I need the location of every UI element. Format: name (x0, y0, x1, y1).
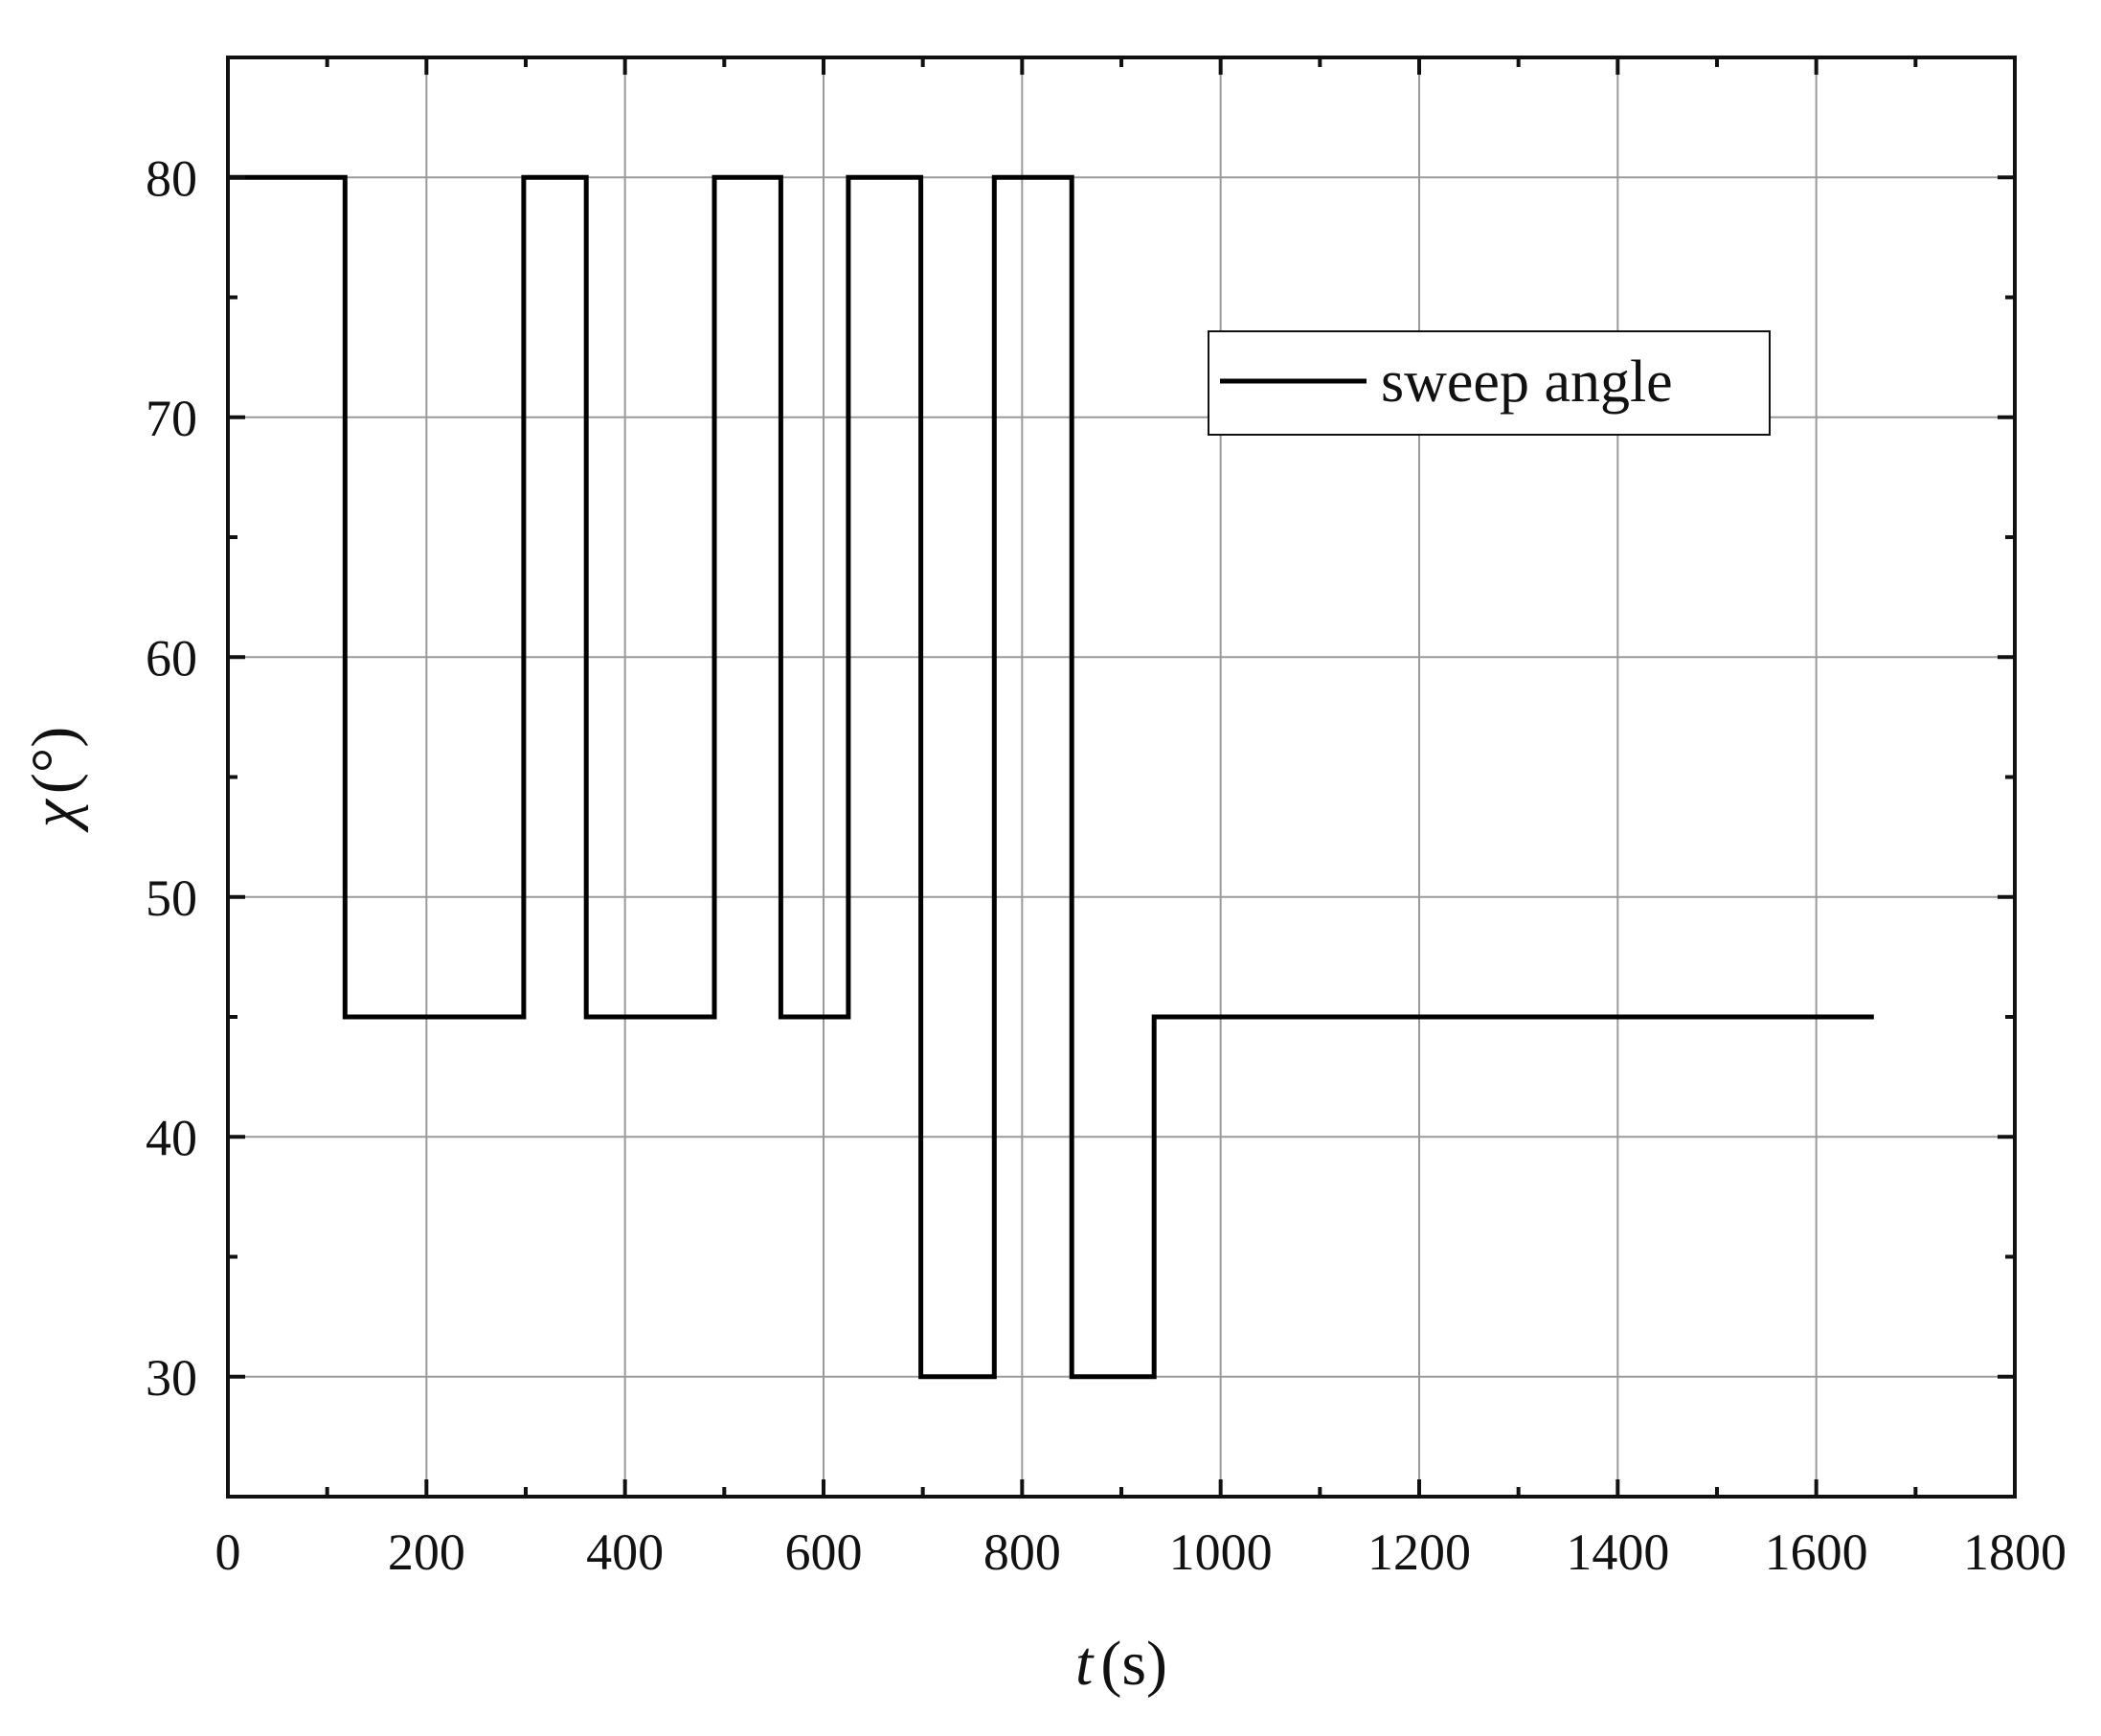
x-tick-label-1200: 1200 (1367, 1523, 1471, 1581)
legend-label-sweep-angle: sweep angle (1381, 349, 1673, 415)
tick-labels: 0 200 400 600 800 1000 1200 1400 1600 1800 30 40 50 6… (146, 149, 2067, 1581)
legend: sweep angle (1208, 330, 1771, 436)
x-axis-label: t (s) (1075, 1629, 1167, 1699)
x-tick-label-800: 800 (983, 1523, 1061, 1581)
series-line-0 (228, 174, 1874, 1380)
grid (228, 57, 2015, 1497)
y-tick-label-40: 40 (146, 1109, 197, 1166)
y-tick-label-30: 30 (146, 1349, 197, 1407)
y-tick-label-80: 80 (146, 149, 197, 207)
y-tick-label-60: 60 (146, 629, 197, 687)
ticks (226, 56, 2017, 1499)
x-tick-label-200: 200 (388, 1523, 465, 1581)
y-axis-label: χ(°) (19, 727, 89, 833)
x-tick-label-0: 0 (215, 1523, 241, 1581)
x-tick-label-1800: 1800 (1963, 1523, 2067, 1581)
x-tick-label-1400: 1400 (1566, 1523, 1669, 1581)
series-layer (228, 174, 1874, 1380)
x-tick-label-600: 600 (785, 1523, 863, 1581)
x-tick-label-1000: 1000 (1169, 1523, 1273, 1581)
y-tick-label-70: 70 (146, 390, 197, 447)
plot-frame (226, 56, 2017, 1499)
x-tick-label-1600: 1600 (1765, 1523, 1868, 1581)
y-tick-label-50: 50 (146, 869, 197, 927)
x-tick-label-400: 400 (586, 1523, 664, 1581)
